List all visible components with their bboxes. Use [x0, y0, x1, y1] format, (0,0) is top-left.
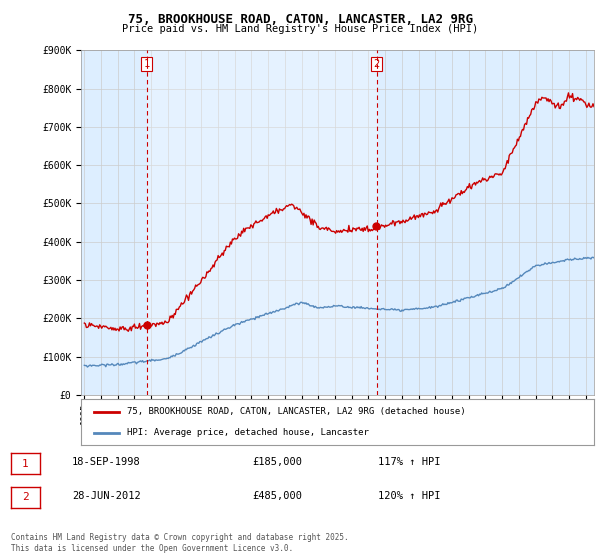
Text: £485,000: £485,000 — [252, 491, 302, 501]
Text: 2: 2 — [373, 59, 380, 69]
Text: 1: 1 — [143, 59, 149, 69]
Text: 2: 2 — [22, 492, 29, 502]
Text: 120% ↑ HPI: 120% ↑ HPI — [378, 491, 440, 501]
Text: HPI: Average price, detached house, Lancaster: HPI: Average price, detached house, Lanc… — [127, 428, 369, 437]
Text: Price paid vs. HM Land Registry's House Price Index (HPI): Price paid vs. HM Land Registry's House … — [122, 24, 478, 34]
Text: 1: 1 — [22, 459, 29, 469]
Text: 28-JUN-2012: 28-JUN-2012 — [72, 491, 141, 501]
Bar — [146, 50, 377, 395]
Text: 18-SEP-1998: 18-SEP-1998 — [72, 457, 141, 467]
Text: Contains HM Land Registry data © Crown copyright and database right 2025.
This d: Contains HM Land Registry data © Crown c… — [11, 533, 349, 553]
Text: £185,000: £185,000 — [252, 457, 302, 467]
Text: 117% ↑ HPI: 117% ↑ HPI — [378, 457, 440, 467]
Text: 75, BROOKHOUSE ROAD, CATON, LANCASTER, LA2 9RG: 75, BROOKHOUSE ROAD, CATON, LANCASTER, L… — [128, 13, 473, 26]
Text: 75, BROOKHOUSE ROAD, CATON, LANCASTER, LA2 9RG (detached house): 75, BROOKHOUSE ROAD, CATON, LANCASTER, L… — [127, 407, 466, 416]
